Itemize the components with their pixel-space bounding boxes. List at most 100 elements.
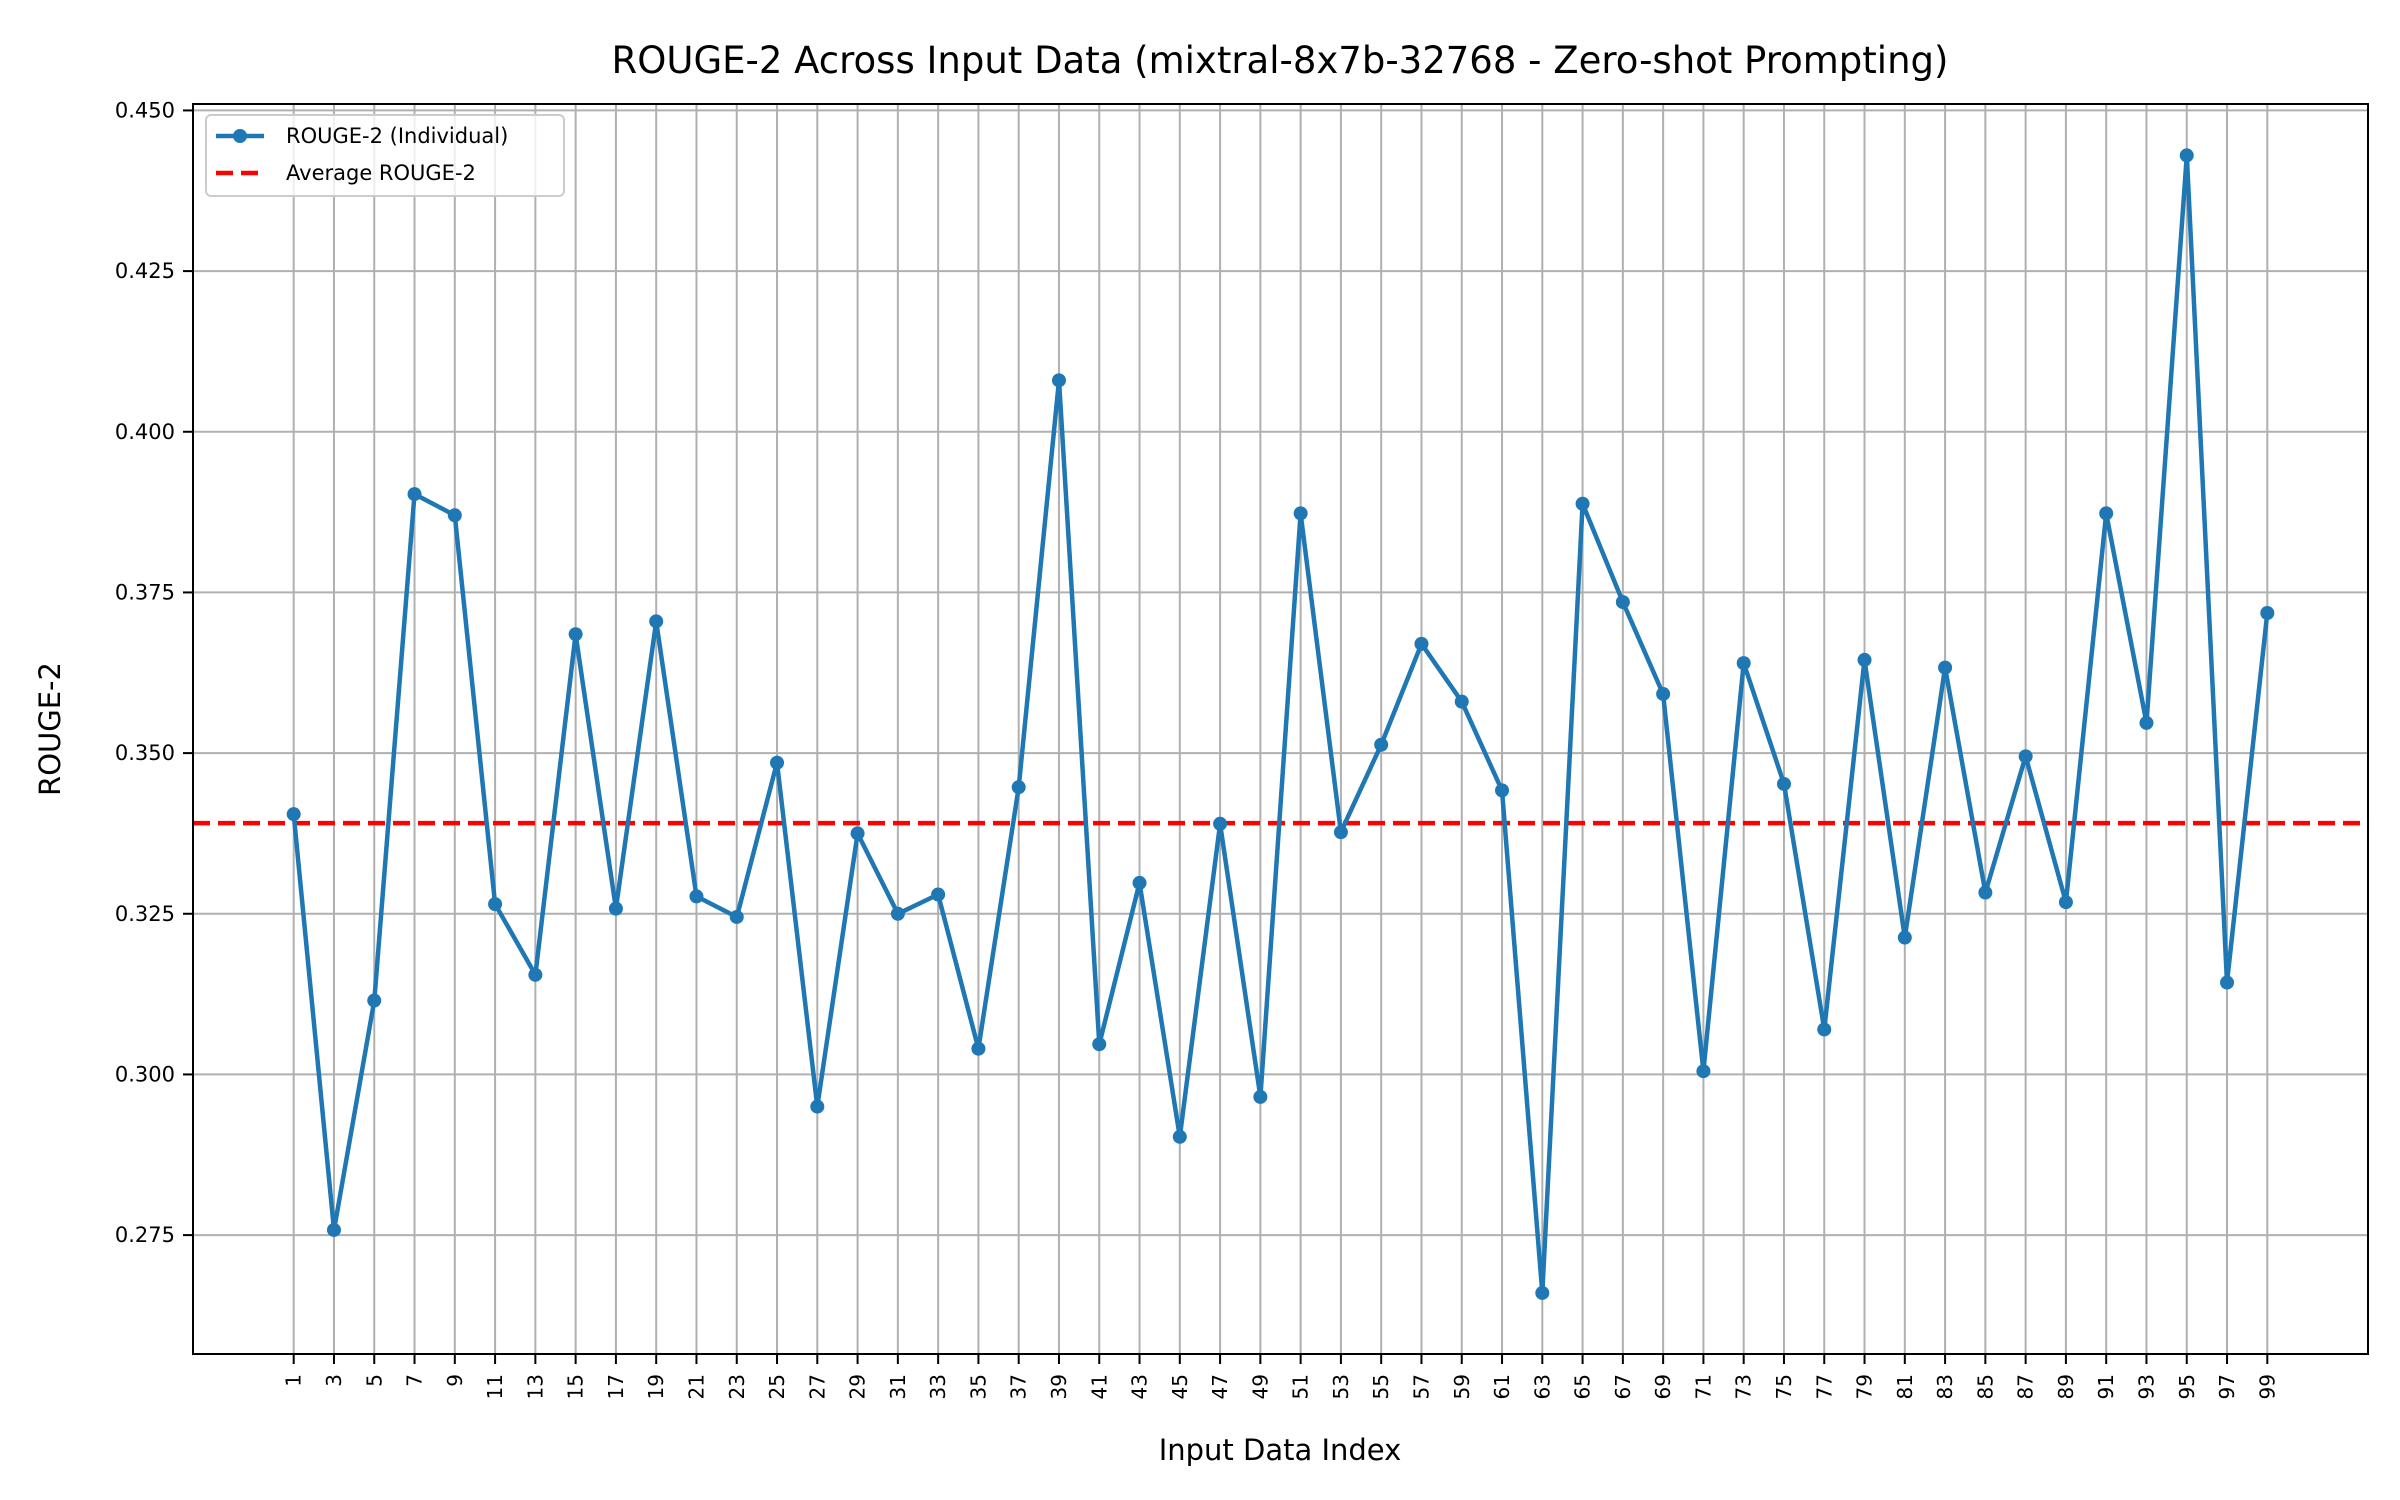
y-tick-label: 0.350 — [115, 741, 175, 765]
x-tick-label: 79 — [1853, 1374, 1877, 1399]
x-tick-label: 57 — [1409, 1374, 1433, 1399]
x-tick-label: 49 — [1248, 1374, 1272, 1399]
data-point — [1656, 686, 1671, 701]
y-axis-label: ROUGE-2 — [33, 662, 67, 796]
data-point — [2058, 895, 2073, 910]
x-tick-label: 21 — [684, 1374, 708, 1399]
x-tick-label: 53 — [1329, 1374, 1353, 1399]
data-point — [1938, 660, 1953, 675]
data-point — [326, 1222, 341, 1237]
data-point — [1696, 1064, 1711, 1079]
legend-label-individual: ROUGE-2 (Individual) — [286, 124, 508, 148]
data-point — [931, 887, 946, 902]
y-tick-label: 0.275 — [115, 1223, 175, 1247]
data-point — [1253, 1089, 1268, 1104]
data-point — [1978, 885, 1993, 900]
x-tick-label: 35 — [966, 1374, 990, 1399]
data-point — [1817, 1022, 1832, 1037]
y-tick-label: 0.375 — [115, 580, 175, 604]
x-tick-label: 69 — [1651, 1374, 1675, 1399]
data-point — [1495, 783, 1510, 798]
data-point — [770, 755, 785, 770]
x-tick-label: 15 — [564, 1374, 588, 1399]
x-tick-label: 65 — [1571, 1374, 1595, 1399]
x-tick-label: 67 — [1611, 1374, 1635, 1399]
x-tick-label: 81 — [1893, 1374, 1917, 1399]
x-tick-label: 13 — [523, 1374, 547, 1399]
x-tick-label: 17 — [604, 1374, 628, 1399]
data-point — [1776, 776, 1791, 791]
data-point — [810, 1099, 825, 1114]
data-point — [850, 826, 865, 841]
legend-label-average: Average ROUGE-2 — [286, 161, 476, 185]
x-tick-label: 73 — [1732, 1374, 1756, 1399]
y-tick-label: 0.325 — [115, 902, 175, 926]
x-tick-label: 43 — [1128, 1374, 1152, 1399]
data-point — [1736, 656, 1751, 671]
data-point — [1132, 875, 1147, 890]
x-tick-label: 31 — [886, 1374, 910, 1399]
data-point — [407, 487, 422, 502]
x-tick-label: 19 — [644, 1374, 668, 1399]
data-point — [689, 889, 704, 904]
data-point — [1092, 1037, 1107, 1052]
x-axis: 1 3 5 7 9 11 13 15 17 19 21 23 25 27 29 31 33 35 37 39 41 43 4… — [282, 1354, 2279, 1399]
x-tick-label: 83 — [1933, 1374, 1957, 1399]
data-point — [1293, 506, 1308, 521]
x-tick-label: 61 — [1490, 1374, 1514, 1399]
x-tick-label: 77 — [1812, 1374, 1836, 1399]
data-point — [447, 508, 462, 523]
data-point — [1575, 496, 1590, 511]
x-tick-label: 93 — [2134, 1374, 2158, 1399]
x-tick-label: 85 — [1973, 1374, 1997, 1399]
data-point — [2260, 605, 2275, 620]
x-tick-label: 87 — [2014, 1374, 2038, 1399]
x-axis-label: Input Data Index — [1159, 1433, 1402, 1467]
data-point — [568, 627, 583, 642]
y-tick-label: 0.425 — [115, 259, 175, 283]
data-point — [1333, 825, 1348, 840]
x-tick-label: 97 — [2215, 1374, 2239, 1399]
y-axis: 0.275 0.300 0.325 0.350 0.375 0.400 0.425 0.450 — [115, 98, 193, 1247]
data-point — [2220, 975, 2235, 990]
data-point — [2139, 715, 2154, 730]
legend: ROUGE-2 (Individual) Average ROUGE-2 — [205, 114, 565, 197]
data-point — [971, 1041, 986, 1056]
data-point — [1374, 737, 1389, 752]
x-tick-label: 51 — [1289, 1374, 1313, 1399]
plot-frame — [192, 103, 2369, 1355]
data-point — [528, 967, 543, 982]
x-tick-label: 59 — [1450, 1374, 1474, 1399]
legend-marker-dot — [233, 129, 247, 143]
x-tick-label: 71 — [1691, 1374, 1715, 1399]
x-tick-label: 37 — [1007, 1374, 1031, 1399]
x-tick-label: 27 — [805, 1374, 829, 1399]
x-tick-label: 1 — [282, 1374, 306, 1387]
x-tick-label: 29 — [846, 1374, 870, 1399]
data-point — [1011, 780, 1026, 795]
x-tick-label: 45 — [1168, 1374, 1192, 1399]
x-tick-label: 7 — [403, 1374, 427, 1387]
data-point — [2179, 148, 2194, 163]
data-point — [2099, 506, 2114, 521]
data-point — [1857, 652, 1872, 667]
data-point — [649, 614, 664, 629]
x-tick-label: 47 — [1208, 1374, 1232, 1399]
x-tick-label: 95 — [2175, 1374, 2199, 1399]
x-tick-label: 3 — [322, 1374, 346, 1387]
data-point — [1454, 694, 1469, 709]
data-point — [1051, 373, 1066, 388]
data-point — [1213, 816, 1228, 831]
y-tick-label: 0.450 — [115, 98, 175, 122]
data-point — [1615, 595, 1630, 610]
x-tick-label: 75 — [1772, 1374, 1796, 1399]
series-layer — [286, 148, 2275, 1300]
x-tick-label: 25 — [765, 1374, 789, 1399]
y-tick-label: 0.400 — [115, 420, 175, 444]
series-line-individual — [291, 153, 2270, 1296]
grid — [193, 104, 2368, 1354]
data-point — [2018, 749, 2033, 764]
y-tick-label: 0.300 — [115, 1062, 175, 1086]
